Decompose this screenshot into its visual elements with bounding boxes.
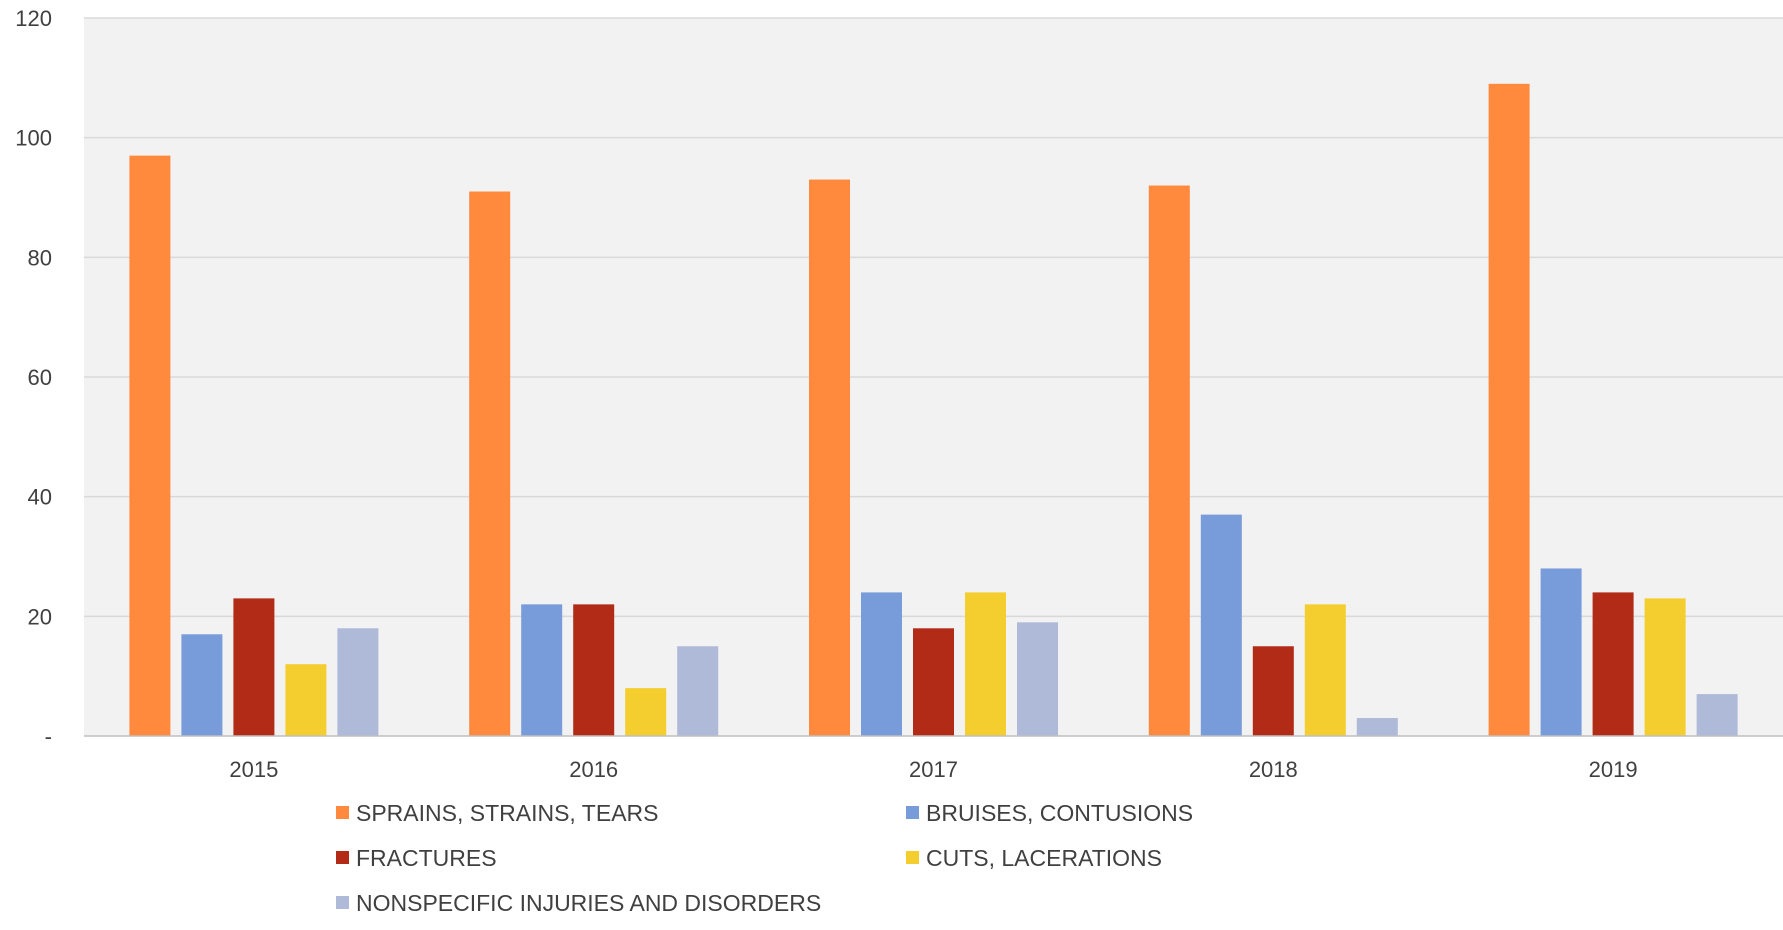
bar-2019-series-1	[1540, 568, 1582, 736]
legend-swatch	[906, 806, 919, 819]
bar-2018-series-2	[1252, 646, 1294, 736]
y-tick-label: 40	[28, 485, 52, 510]
bar-2017-series-3	[965, 592, 1006, 736]
x-tick-label: 2017	[909, 757, 958, 782]
bar-2017-series-1	[861, 592, 902, 736]
legend-label: CUTS, LACERATIONS	[926, 845, 1162, 871]
x-tick-label: 2015	[229, 757, 278, 782]
legend-label: FRACTURES	[356, 845, 497, 871]
bar-2015-series-0	[129, 155, 171, 736]
y-tick-label: 120	[15, 6, 52, 31]
y-tick-label: 80	[28, 245, 52, 270]
bar-2018-series-4	[1356, 718, 1398, 736]
bar-2017-series-0	[809, 179, 850, 737]
bars	[129, 83, 1738, 737]
bar-2016-series-2	[573, 604, 615, 736]
bar-2018-series-3	[1304, 604, 1346, 736]
gridlines	[84, 17, 1783, 618]
bar-2016-series-4	[677, 646, 719, 736]
bar-2015-series-4	[337, 628, 379, 736]
bar-2019-series-2	[1592, 592, 1634, 736]
y-tick-label: 60	[28, 365, 52, 390]
legend-swatch	[906, 851, 919, 864]
bar-2016-series-0	[469, 191, 511, 736]
legend-swatch	[336, 851, 349, 864]
bar-2015-series-1	[181, 634, 223, 736]
bar-2015-series-3	[285, 664, 327, 736]
legend-label: SPRAINS, STRAINS, TEARS	[356, 800, 658, 826]
legend-swatch	[336, 806, 349, 819]
x-axis-ticks: 2015 2016 2017 2018 2019	[229, 757, 1637, 782]
bar-2016-series-1	[521, 604, 563, 736]
bar-2017-series-2	[913, 628, 954, 736]
legend-label: NONSPECIFIC INJURIES AND DISORDERS	[356, 890, 821, 916]
bar-2018-series-0	[1148, 185, 1190, 737]
x-tick-label: 2018	[1249, 757, 1298, 782]
bar-2019-series-4	[1696, 694, 1738, 736]
bar-2017-series-4	[1017, 622, 1058, 736]
x-tick-label: 2016	[569, 757, 618, 782]
legend: SPRAINS, STRAINS, TEARS BRUISES, CONTUSIO…	[336, 800, 1193, 916]
y-tick-label: -	[45, 724, 52, 749]
legend-swatch	[336, 896, 349, 909]
y-axis-ticks: - 20 40 60 80 100 120	[15, 6, 52, 749]
bar-2018-series-1	[1200, 514, 1242, 736]
y-tick-label: 100	[15, 126, 52, 151]
bar-2019-series-3	[1644, 598, 1686, 736]
x-tick-label: 2019	[1589, 757, 1638, 782]
bar-2019-series-0	[1488, 83, 1530, 737]
bar-2015-series-2	[233, 598, 275, 736]
y-tick-label: 20	[28, 604, 52, 629]
legend-label: BRUISES, CONTUSIONS	[926, 800, 1193, 826]
bar-2016-series-3	[625, 688, 667, 736]
